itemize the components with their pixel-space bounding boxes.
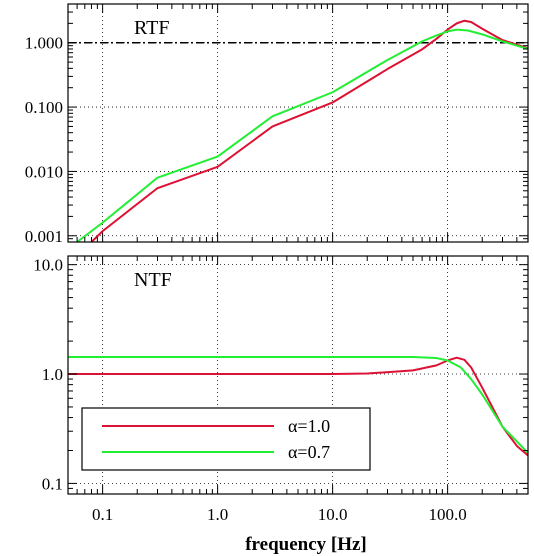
series-line-alpha-0-7 [68,356,528,454]
series-line-alpha-1-0 [90,19,528,242]
legend: α=1.0 α=0.7 [81,407,371,471]
x-axis-title: frequency [Hz] [245,534,367,555]
panel-label-rtf: RTF [134,17,169,39]
panel-label-ntf: NTF [134,269,172,291]
x-tick-label: 0.1 [92,505,113,524]
plot-frame [67,3,529,243]
x-tick-label: 100.0 [428,505,466,524]
legend-box [81,407,371,471]
legend-label-alpha-1-0: α=1.0 [288,416,330,436]
y-tick-label: 0.1 [42,474,63,493]
y-tick-label: 0.100 [25,98,63,117]
y-tick-label: 10.0 [33,256,63,275]
y-tick-label: 1.000 [25,34,63,53]
x-tick-label: 10.0 [318,505,348,524]
y-tick-label: 0.001 [25,227,63,246]
legend-label-alpha-0-7: α=0.7 [288,442,330,462]
y-tick-label: 1.0 [42,365,63,384]
x-tick-label: 1.0 [207,505,228,524]
panel-ntf: 0.1 1.0 10.0 NTF [33,255,529,495]
y-tick-label: 0.010 [25,162,63,181]
panel-rtf: 0.001 0.010 0.100 1.000 RTF [25,3,529,246]
series-line-alpha-0-7 [76,28,528,242]
